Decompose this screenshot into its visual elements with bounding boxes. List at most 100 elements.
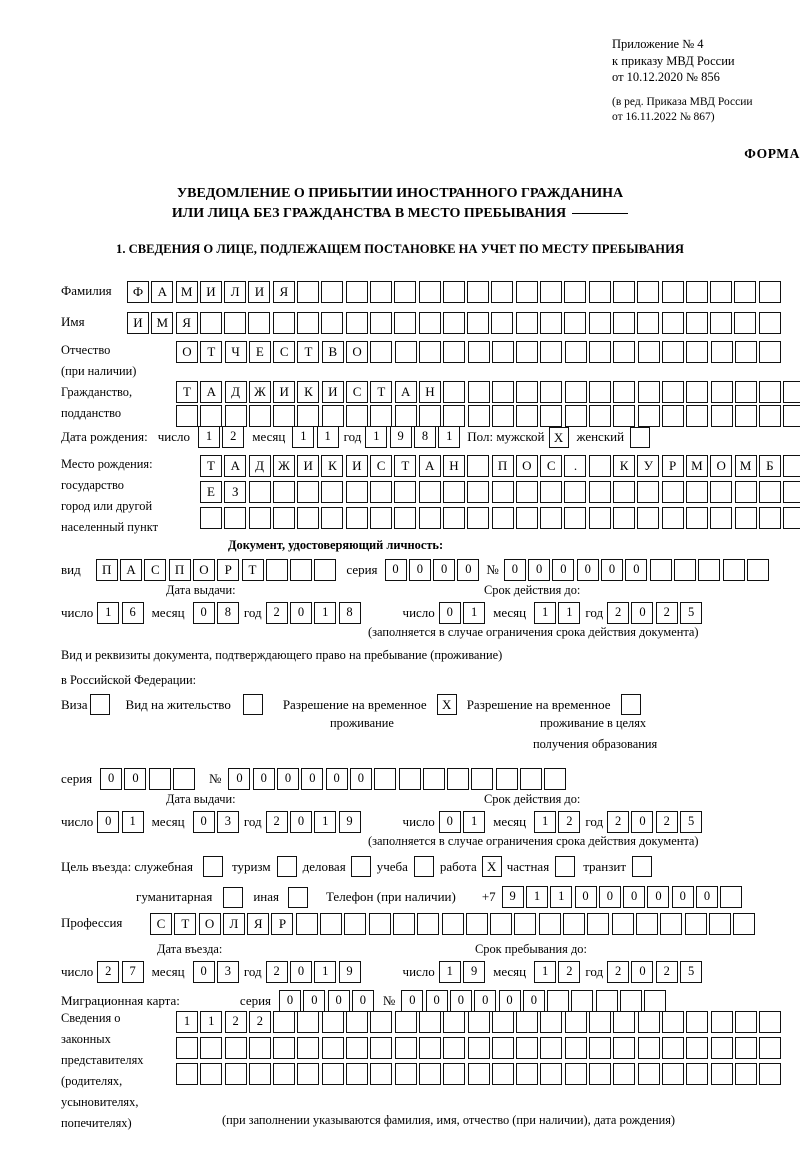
- char-cell[interactable]: [710, 1063, 733, 1085]
- char-cell[interactable]: [685, 281, 708, 303]
- char-cell[interactable]: [370, 1011, 393, 1033]
- char-cell[interactable]: [661, 405, 684, 427]
- char-cell[interactable]: [297, 481, 320, 503]
- char-cell[interactable]: 7: [121, 961, 144, 983]
- char-cell[interactable]: О: [515, 455, 538, 477]
- char-cell[interactable]: [467, 341, 490, 363]
- char-cell[interactable]: [321, 1063, 344, 1085]
- char-cell[interactable]: [734, 341, 757, 363]
- char-cell[interactable]: 2: [265, 602, 288, 624]
- char-cell[interactable]: [613, 405, 636, 427]
- char-cell[interactable]: 5: [680, 602, 703, 624]
- char-cell[interactable]: 0: [576, 559, 599, 581]
- char-cell[interactable]: [547, 990, 570, 1012]
- char-cell[interactable]: [686, 381, 709, 403]
- char-cell[interactable]: [637, 507, 660, 529]
- char-cell[interactable]: [734, 481, 757, 503]
- char-cell[interactable]: 6: [121, 602, 144, 624]
- char-cell[interactable]: [516, 405, 539, 427]
- char-cell[interactable]: 8: [216, 602, 239, 624]
- char-cell[interactable]: М: [151, 312, 174, 334]
- char-cell[interactable]: [685, 481, 708, 503]
- char-cell[interactable]: [321, 1011, 344, 1033]
- purpose-study-checkbox[interactable]: [413, 856, 434, 877]
- char-cell[interactable]: 0: [631, 961, 654, 983]
- char-cell[interactable]: 1: [534, 961, 557, 983]
- char-cell[interactable]: [370, 405, 393, 427]
- char-cell[interactable]: [471, 768, 494, 790]
- char-cell[interactable]: Н: [442, 455, 465, 477]
- char-cell[interactable]: [467, 1063, 490, 1085]
- char-cell[interactable]: [392, 913, 415, 935]
- char-cell[interactable]: [540, 481, 563, 503]
- char-cell[interactable]: [176, 1063, 198, 1085]
- char-cell[interactable]: 0: [325, 768, 348, 790]
- char-cell[interactable]: [321, 405, 344, 427]
- char-cell[interactable]: [273, 1063, 296, 1085]
- char-cell[interactable]: [759, 381, 782, 403]
- char-cell[interactable]: 0: [228, 768, 251, 790]
- char-cell[interactable]: 2: [97, 961, 120, 983]
- char-cell[interactable]: 2: [222, 426, 245, 448]
- char-cell[interactable]: [620, 990, 642, 1012]
- char-cell[interactable]: 0: [474, 990, 497, 1012]
- char-cell[interactable]: [374, 768, 397, 790]
- char-cell[interactable]: [314, 559, 337, 581]
- char-cell[interactable]: [443, 405, 466, 427]
- char-cell[interactable]: Л: [224, 281, 247, 303]
- char-cell[interactable]: 1: [365, 426, 388, 448]
- char-cell[interactable]: [516, 1011, 539, 1033]
- char-cell[interactable]: [635, 913, 658, 935]
- char-cell[interactable]: О: [198, 913, 221, 935]
- char-cell[interactable]: Р: [271, 913, 294, 935]
- char-cell[interactable]: [589, 1063, 612, 1085]
- char-cell[interactable]: [491, 281, 514, 303]
- char-cell[interactable]: [612, 312, 635, 334]
- char-cell[interactable]: [758, 312, 781, 334]
- purpose-private-checkbox[interactable]: [555, 856, 576, 877]
- char-cell[interactable]: [515, 507, 538, 529]
- char-cell[interactable]: [684, 913, 707, 935]
- char-cell[interactable]: 0: [574, 886, 597, 908]
- char-cell[interactable]: 5: [680, 961, 703, 983]
- char-cell[interactable]: [710, 481, 733, 503]
- char-cell[interactable]: 1: [314, 811, 337, 833]
- char-cell[interactable]: [710, 1037, 733, 1059]
- char-cell[interactable]: [467, 507, 490, 529]
- char-cell[interactable]: [637, 281, 660, 303]
- char-cell[interactable]: [173, 768, 196, 790]
- char-cell[interactable]: [564, 341, 587, 363]
- char-cell[interactable]: 1: [534, 602, 557, 624]
- char-cell[interactable]: [224, 405, 247, 427]
- char-cell[interactable]: Р: [661, 455, 684, 477]
- char-cell[interactable]: Т: [394, 455, 417, 477]
- char-cell[interactable]: [540, 1011, 563, 1033]
- char-cell[interactable]: 1: [463, 602, 486, 624]
- char-cell[interactable]: [710, 341, 733, 363]
- char-cell[interactable]: [661, 1011, 684, 1033]
- char-cell[interactable]: 0: [279, 990, 302, 1012]
- char-cell[interactable]: [443, 1037, 466, 1059]
- char-cell[interactable]: М: [175, 281, 198, 303]
- char-cell[interactable]: [564, 1037, 587, 1059]
- char-cell[interactable]: [467, 1011, 490, 1033]
- char-cell[interactable]: 9: [463, 961, 486, 983]
- char-cell[interactable]: [443, 341, 466, 363]
- char-cell[interactable]: [589, 405, 612, 427]
- char-cell[interactable]: 0: [100, 768, 123, 790]
- char-cell[interactable]: [734, 1063, 757, 1085]
- char-cell[interactable]: [346, 405, 369, 427]
- char-cell[interactable]: [248, 507, 271, 529]
- char-cell[interactable]: 1: [314, 961, 337, 983]
- char-cell[interactable]: 0: [289, 602, 312, 624]
- char-cell[interactable]: Н: [418, 381, 441, 403]
- char-cell[interactable]: [273, 1037, 296, 1059]
